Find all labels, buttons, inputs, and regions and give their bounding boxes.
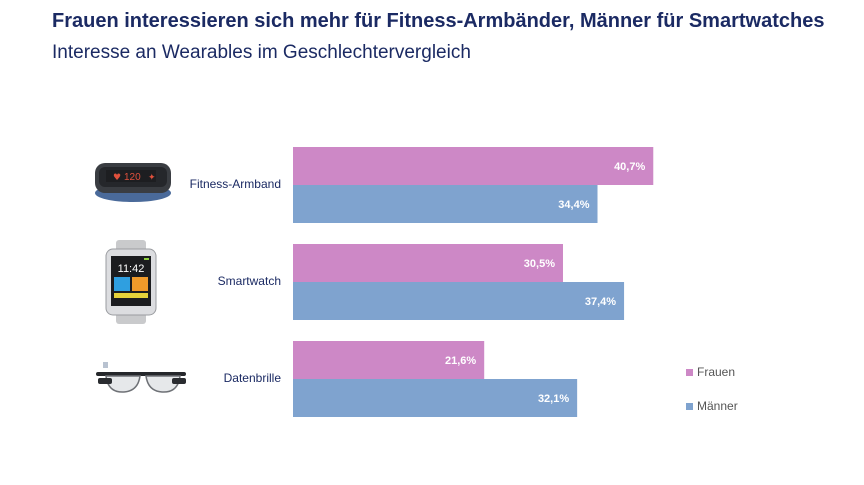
category-label: Fitness-Armband xyxy=(190,177,281,191)
bar-value-label: 21,6% xyxy=(445,355,476,367)
bar-maenner xyxy=(293,185,598,223)
bar-value-label: 30,5% xyxy=(524,258,555,270)
svg-text:✦: ✦ xyxy=(148,173,156,183)
smartwatch-icon: 11:42 xyxy=(105,240,157,324)
legend-swatch xyxy=(686,403,693,410)
bar-frauen xyxy=(293,341,485,379)
bar-value-label: 34,4% xyxy=(558,199,589,211)
category-label: Smartwatch xyxy=(218,274,281,288)
legend-swatch xyxy=(686,369,693,376)
bar-maenner xyxy=(293,379,578,417)
bar-maenner xyxy=(293,282,625,320)
svg-text:11:42: 11:42 xyxy=(118,263,145,275)
legend-label: Männer xyxy=(697,399,738,413)
category-label: Datenbrille xyxy=(224,371,282,385)
bar-frauen xyxy=(293,147,654,185)
chart-title: Frauen interessieren sich mehr für Fitne… xyxy=(52,10,825,32)
svg-text:♥: ♥ xyxy=(113,173,121,183)
svg-text:120: 120 xyxy=(124,172,141,183)
bar-frauen xyxy=(293,244,563,282)
bar-value-label: 40,7% xyxy=(614,161,645,173)
bar-value-label: 37,4% xyxy=(585,296,616,308)
chart-subtitle: Interesse an Wearables im Geschlechterve… xyxy=(52,42,471,63)
legend-label: Frauen xyxy=(697,365,735,379)
bar-value-label: 32,1% xyxy=(538,393,569,405)
fitness-band-icon: ♥ 120 ✦ xyxy=(95,163,171,202)
smart-glasses-icon xyxy=(96,362,186,393)
